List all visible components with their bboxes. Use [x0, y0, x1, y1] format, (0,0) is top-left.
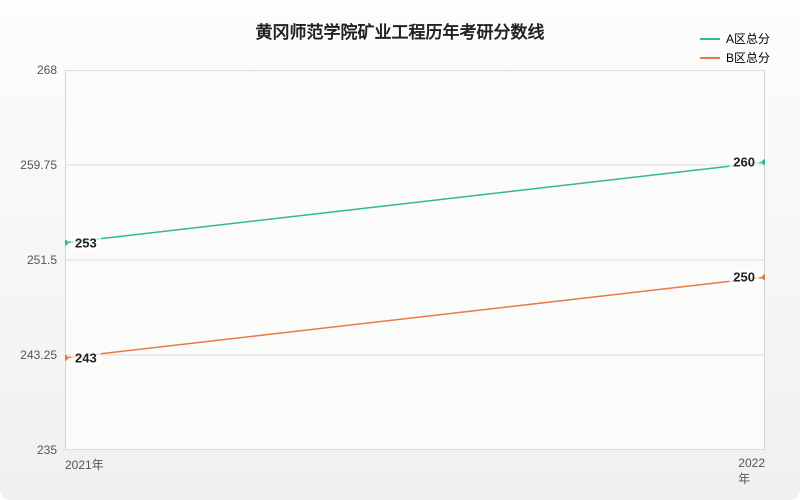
legend-swatch-b: [700, 57, 720, 59]
y-axis-label: 259.75: [20, 158, 57, 172]
legend: A区总分 B区总分: [700, 30, 770, 68]
legend-swatch-a: [700, 38, 720, 40]
legend-item-b: B区总分: [700, 49, 770, 66]
plot-svg: [65, 70, 765, 450]
x-axis-label: 2022年: [738, 456, 765, 487]
chart-container: 黄冈师范学院矿业工程历年考研分数线 A区总分 B区总分 235 243.25 251…: [0, 0, 800, 500]
data-point-label: 250: [729, 270, 759, 285]
data-point-label: 243: [71, 350, 101, 365]
y-axis-label: 243.25: [20, 348, 57, 362]
y-axis-label: 235: [37, 443, 57, 457]
y-axis-label: 268: [37, 63, 57, 77]
legend-label-b: B区总分: [726, 49, 770, 66]
y-axis-label: 251.5: [27, 253, 57, 267]
data-point-label: 260: [729, 155, 759, 170]
data-point-label: 253: [71, 235, 101, 250]
legend-label-a: A区总分: [726, 30, 770, 47]
plot-area: 235243.25251.5259.752682021年2022年2532602…: [65, 70, 765, 450]
x-axis-label: 2021年: [65, 456, 104, 473]
chart-title: 黄冈师范学院矿业工程历年考研分数线: [0, 18, 800, 43]
legend-item-a: A区总分: [700, 30, 770, 47]
